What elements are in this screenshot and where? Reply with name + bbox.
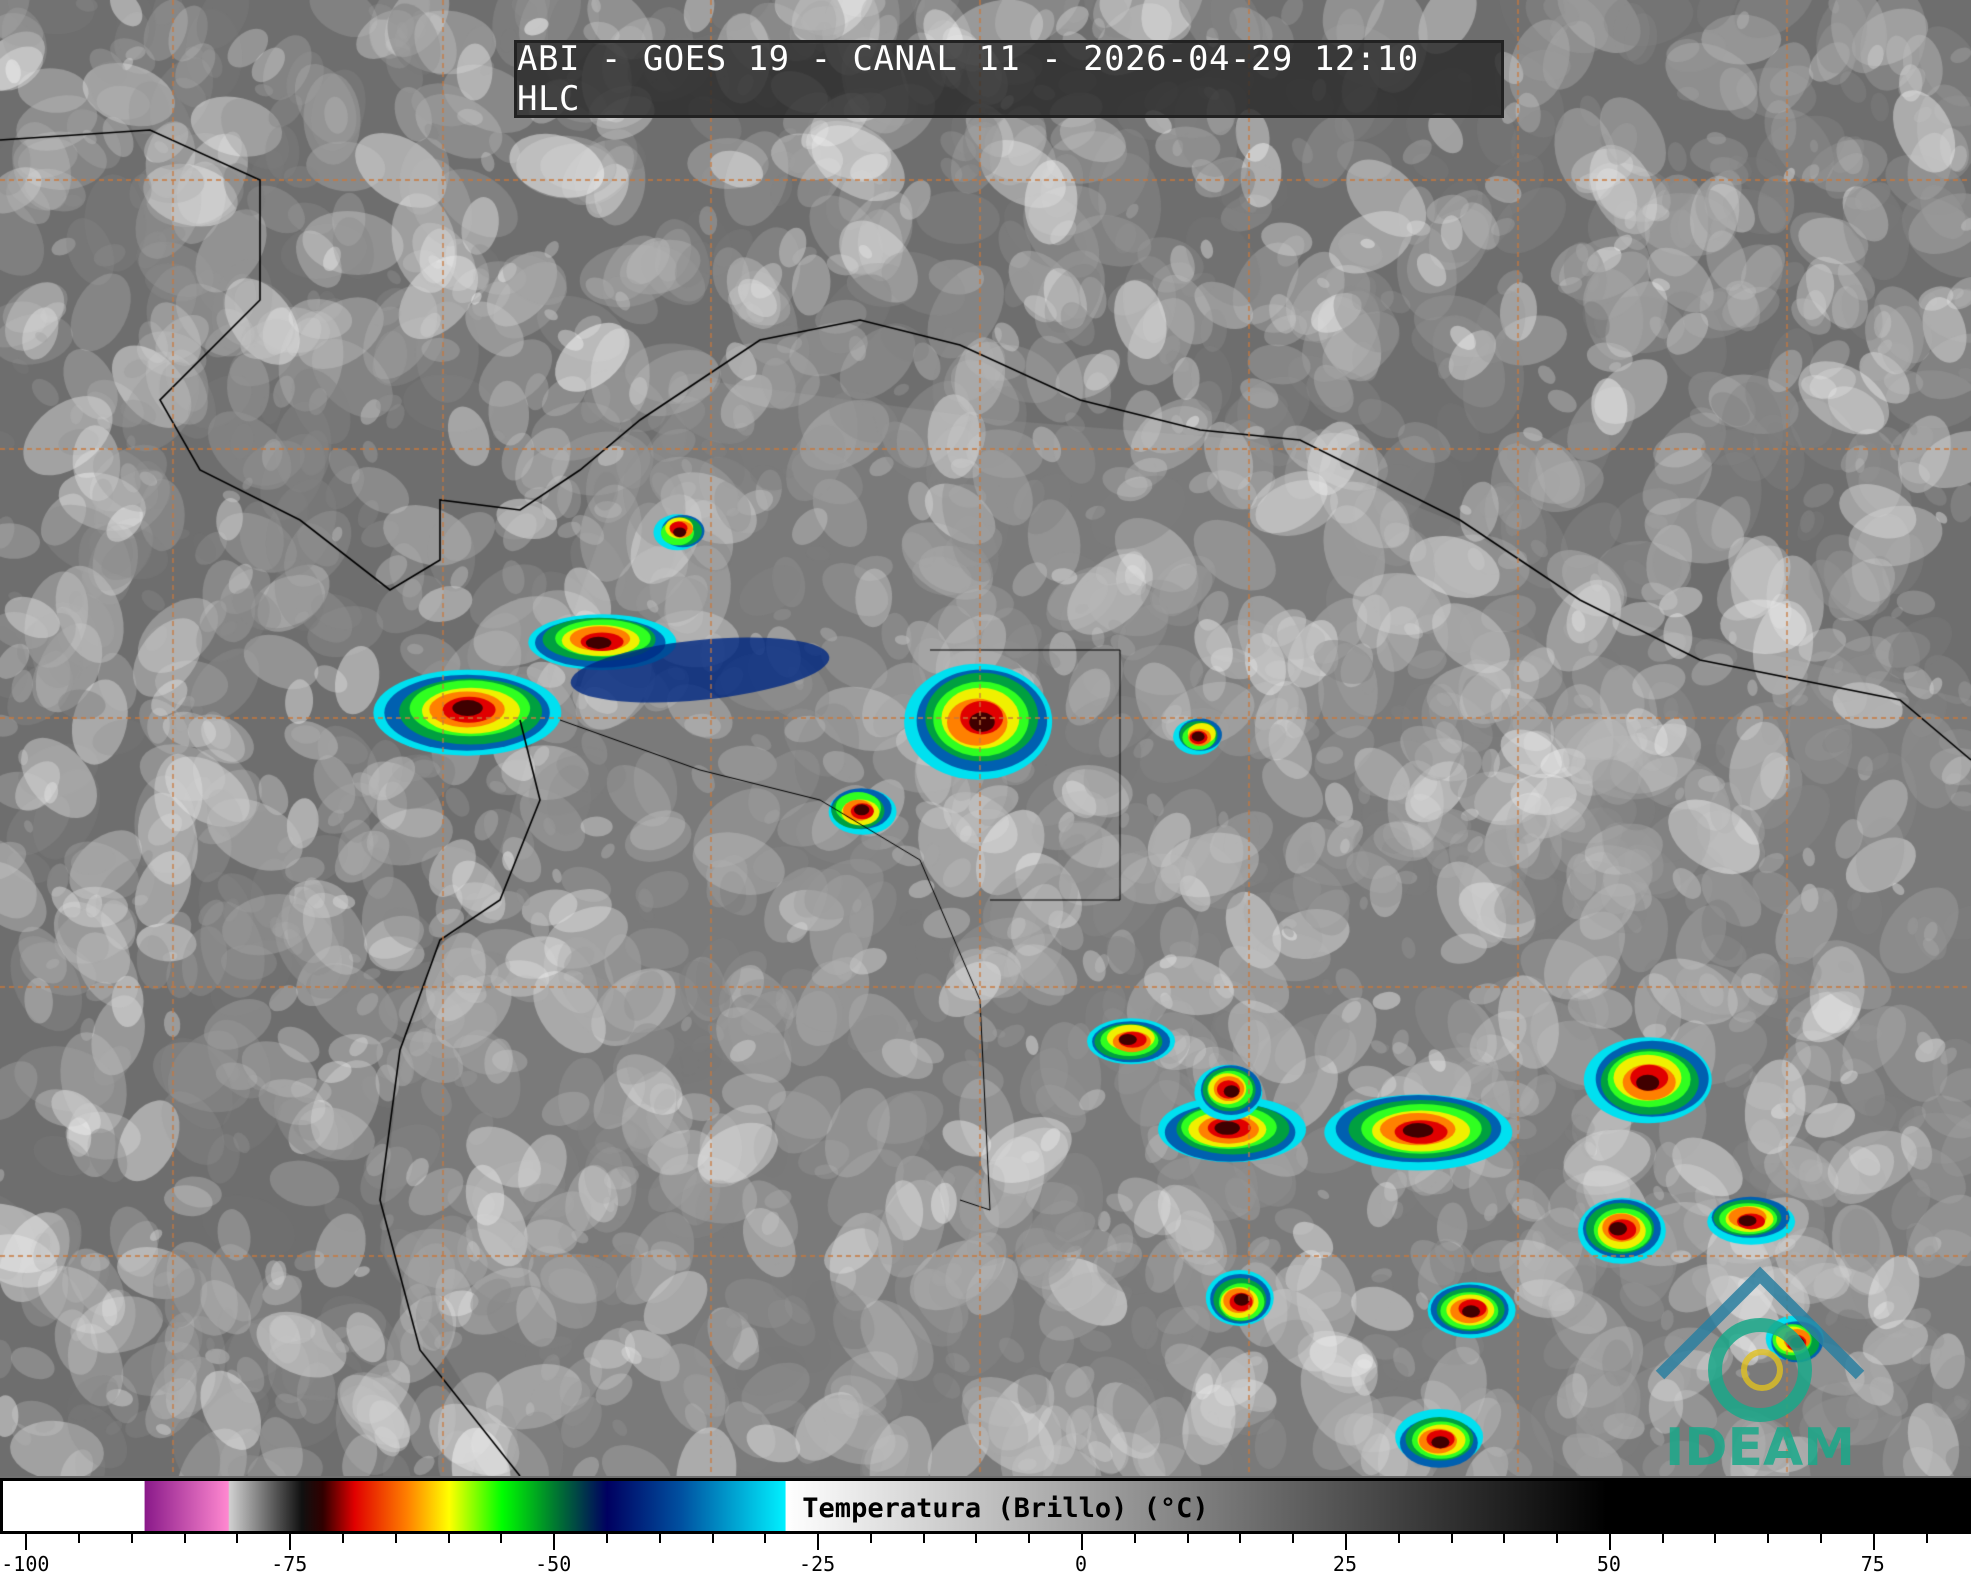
tick-label: -25 (799, 1552, 836, 1576)
major-tick (1608, 1534, 1611, 1550)
minor-tick (394, 1534, 397, 1543)
minor-tick (500, 1534, 503, 1543)
temperature-colorbar: Temperatura (Brillo) (°C) (0, 1478, 1971, 1534)
minor-tick (1133, 1534, 1136, 1543)
minor-tick (183, 1534, 186, 1543)
minor-tick (1925, 1534, 1928, 1543)
image-title-box: ABI - GOES 19 - CANAL 11 - 2026-04-29 12… (514, 39, 1504, 119)
minor-tick (1767, 1534, 1770, 1543)
minor-tick (922, 1534, 925, 1543)
ideam-logo-text: IDEAM (1665, 1418, 1856, 1478)
minor-tick (1397, 1534, 1400, 1543)
major-tick (289, 1534, 292, 1550)
minor-tick (975, 1534, 978, 1543)
minor-tick (1028, 1534, 1031, 1543)
minor-tick (869, 1534, 872, 1543)
colorbar-axis: -100 -75 -50 -25 0 25 50 75 (0, 1534, 1971, 1577)
minor-tick (1556, 1534, 1559, 1543)
tick-label: -100 (1, 1552, 50, 1576)
major-tick (1344, 1534, 1347, 1550)
major-tick (25, 1534, 28, 1550)
minor-tick (1450, 1534, 1453, 1543)
minor-tick (1661, 1534, 1664, 1543)
ideam-logo (1655, 1266, 1865, 1422)
minor-tick (1239, 1534, 1242, 1543)
minor-tick (130, 1534, 133, 1543)
tick-label: -75 (271, 1552, 308, 1576)
minor-tick (711, 1534, 714, 1543)
tick-label: 25 (1332, 1552, 1357, 1576)
tick-label: -50 (535, 1552, 572, 1576)
minor-tick (78, 1534, 81, 1543)
minor-tick (447, 1534, 450, 1543)
minor-tick (1714, 1534, 1717, 1543)
minor-tick (658, 1534, 661, 1543)
minor-tick (342, 1534, 345, 1543)
minor-tick (1503, 1534, 1506, 1543)
minor-tick (1186, 1534, 1189, 1543)
tick-label: 50 (1596, 1552, 1621, 1576)
colorbar-gradient (3, 1481, 1968, 1531)
colorbar-label: Temperatura (Brillo) (°C) (802, 1493, 1209, 1524)
major-tick (1872, 1534, 1875, 1550)
minor-tick (764, 1534, 767, 1543)
image-title: ABI - GOES 19 - CANAL 11 - 2026-04-29 12… (517, 39, 1419, 119)
tick-label: 75 (1860, 1552, 1885, 1576)
minor-tick (236, 1534, 239, 1543)
major-tick (553, 1534, 556, 1550)
tick-label: 0 (1075, 1552, 1088, 1576)
satellite-ir-map (0, 0, 1971, 1476)
minor-tick (1292, 1534, 1295, 1543)
minor-tick (1820, 1534, 1823, 1543)
major-tick (817, 1534, 820, 1550)
minor-tick (605, 1534, 608, 1543)
major-tick (1081, 1534, 1084, 1550)
